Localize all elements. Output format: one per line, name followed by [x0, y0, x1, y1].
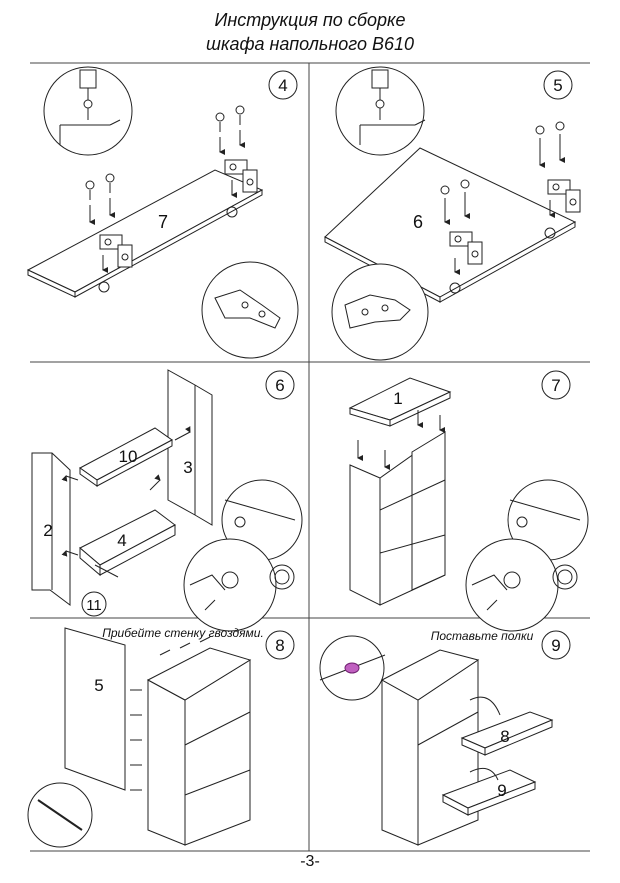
part-6-label: 6: [413, 212, 423, 232]
step-4-panel: [26, 66, 299, 359]
part-7-label: 7: [158, 212, 168, 232]
part-3-label: 3: [183, 458, 192, 477]
screws: [85, 105, 245, 200]
step-5-panel: [324, 66, 581, 361]
part-5-back-panel: [64, 627, 126, 791]
part-4-label: 4: [117, 531, 126, 550]
part-9-label: 9: [497, 781, 506, 800]
hinge: [449, 231, 483, 265]
step-7-badge: [541, 370, 571, 400]
step-8-number: 8: [275, 636, 284, 655]
step-4-badge: [268, 70, 298, 100]
step-8-badge: [265, 630, 295, 660]
title-line-2: шкафа напольного В610: [206, 34, 414, 54]
part-8-label: 8: [500, 727, 509, 746]
step-7-panel: [348, 377, 589, 632]
step-7-lock-detail: [465, 538, 559, 632]
part-11-label: 11: [86, 597, 102, 614]
page-number: -3-: [300, 853, 320, 870]
step-6-panel: [31, 369, 303, 632]
part-1-label: 1: [393, 389, 402, 408]
step-5-badge: [543, 70, 573, 100]
title-line-1: Инструкция по сборке: [214, 10, 406, 30]
cabinet-body: [349, 464, 381, 606]
step-6-number: 6: [275, 376, 284, 395]
step-5-number: 5: [553, 76, 562, 95]
step-7-number: 7: [551, 376, 560, 395]
hinge: [547, 179, 581, 213]
step-4-number: 4: [278, 76, 287, 95]
document-title: Инструкция по сборке шкафа напольного В6…: [0, 8, 620, 56]
part-10-label: 10: [119, 447, 138, 466]
step-9-number: 9: [551, 636, 560, 655]
nails: [130, 636, 211, 791]
step-9-caption: Поставьте полки: [431, 629, 534, 643]
step-9-badge: [541, 630, 571, 660]
cabinet-body: [147, 679, 186, 846]
part-11-badge: [81, 591, 107, 617]
step-9-panel: [319, 635, 554, 846]
hinge: [224, 159, 258, 193]
part-3-side: [167, 369, 213, 526]
step-8-caption: Прибейте стенку гвоздями.: [102, 626, 264, 640]
step-6-lock-detail: [183, 538, 277, 632]
screws: [440, 121, 565, 195]
part-5-label: 5: [94, 676, 103, 695]
part-2-label: 2: [43, 521, 52, 540]
step-8-panel: [27, 627, 252, 848]
step-6-badge: [265, 370, 295, 400]
hinge: [99, 234, 133, 268]
cabinet-body: [381, 679, 419, 846]
